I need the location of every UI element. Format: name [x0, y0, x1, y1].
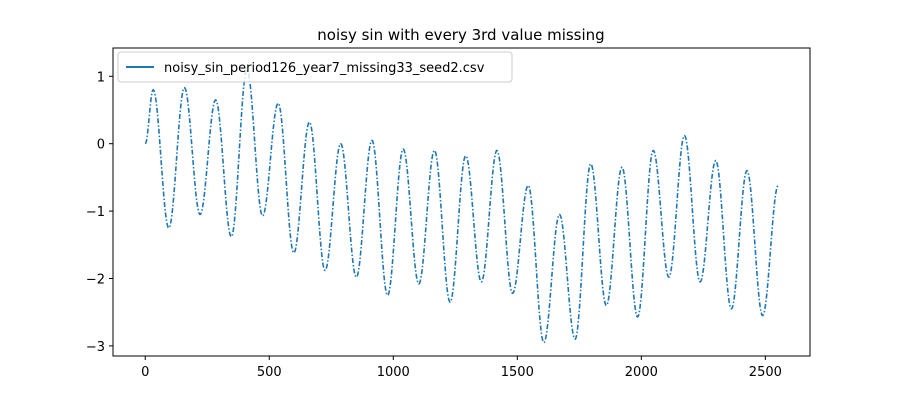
x-tick-label: 0 [141, 365, 149, 380]
x-tick-label: 2500 [749, 365, 782, 380]
plot-area [144, 68, 779, 344]
x-tick-label: 1500 [501, 365, 534, 380]
x-tick-label: 500 [257, 365, 282, 380]
legend-box [117, 51, 513, 83]
x-tick-label: 1000 [377, 365, 410, 380]
axes: 0 500 1000 1500 2000 2500 1 0 −1 −2 −3 [86, 47, 811, 380]
legend-label: noisy_sin_period126_year7_missing33_seed… [164, 61, 485, 76]
y-tick-label: −2 [86, 272, 105, 287]
x-tick-label: 2000 [625, 365, 658, 380]
axes-frame [112, 47, 811, 357]
y-tick-label: 1 [97, 70, 105, 85]
y-tick-label: −3 [86, 340, 105, 355]
y-tick-label: −1 [86, 205, 105, 220]
y-tick-label: 0 [97, 138, 105, 153]
series-line [144, 68, 779, 344]
legend: noisy_sin_period126_year7_missing33_seed… [117, 51, 513, 83]
chart-title: noisy sin with every 3rd value missing [317, 26, 604, 44]
